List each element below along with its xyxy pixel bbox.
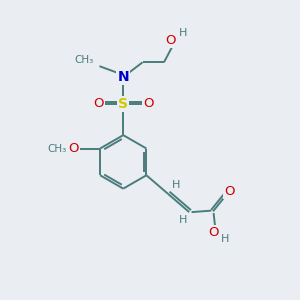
- Text: H: H: [172, 180, 180, 190]
- Text: S: S: [118, 97, 128, 111]
- Text: H: H: [178, 28, 187, 38]
- Text: N: N: [117, 70, 129, 84]
- Text: O: O: [143, 98, 154, 110]
- Text: H: H: [220, 235, 229, 244]
- Text: O: O: [208, 226, 219, 239]
- Text: O: O: [224, 185, 235, 198]
- Text: O: O: [68, 142, 79, 155]
- Text: H: H: [178, 215, 187, 225]
- Text: CH₃: CH₃: [47, 143, 67, 154]
- Text: O: O: [93, 98, 104, 110]
- Text: O: O: [166, 34, 176, 46]
- Text: CH₃: CH₃: [74, 55, 94, 65]
